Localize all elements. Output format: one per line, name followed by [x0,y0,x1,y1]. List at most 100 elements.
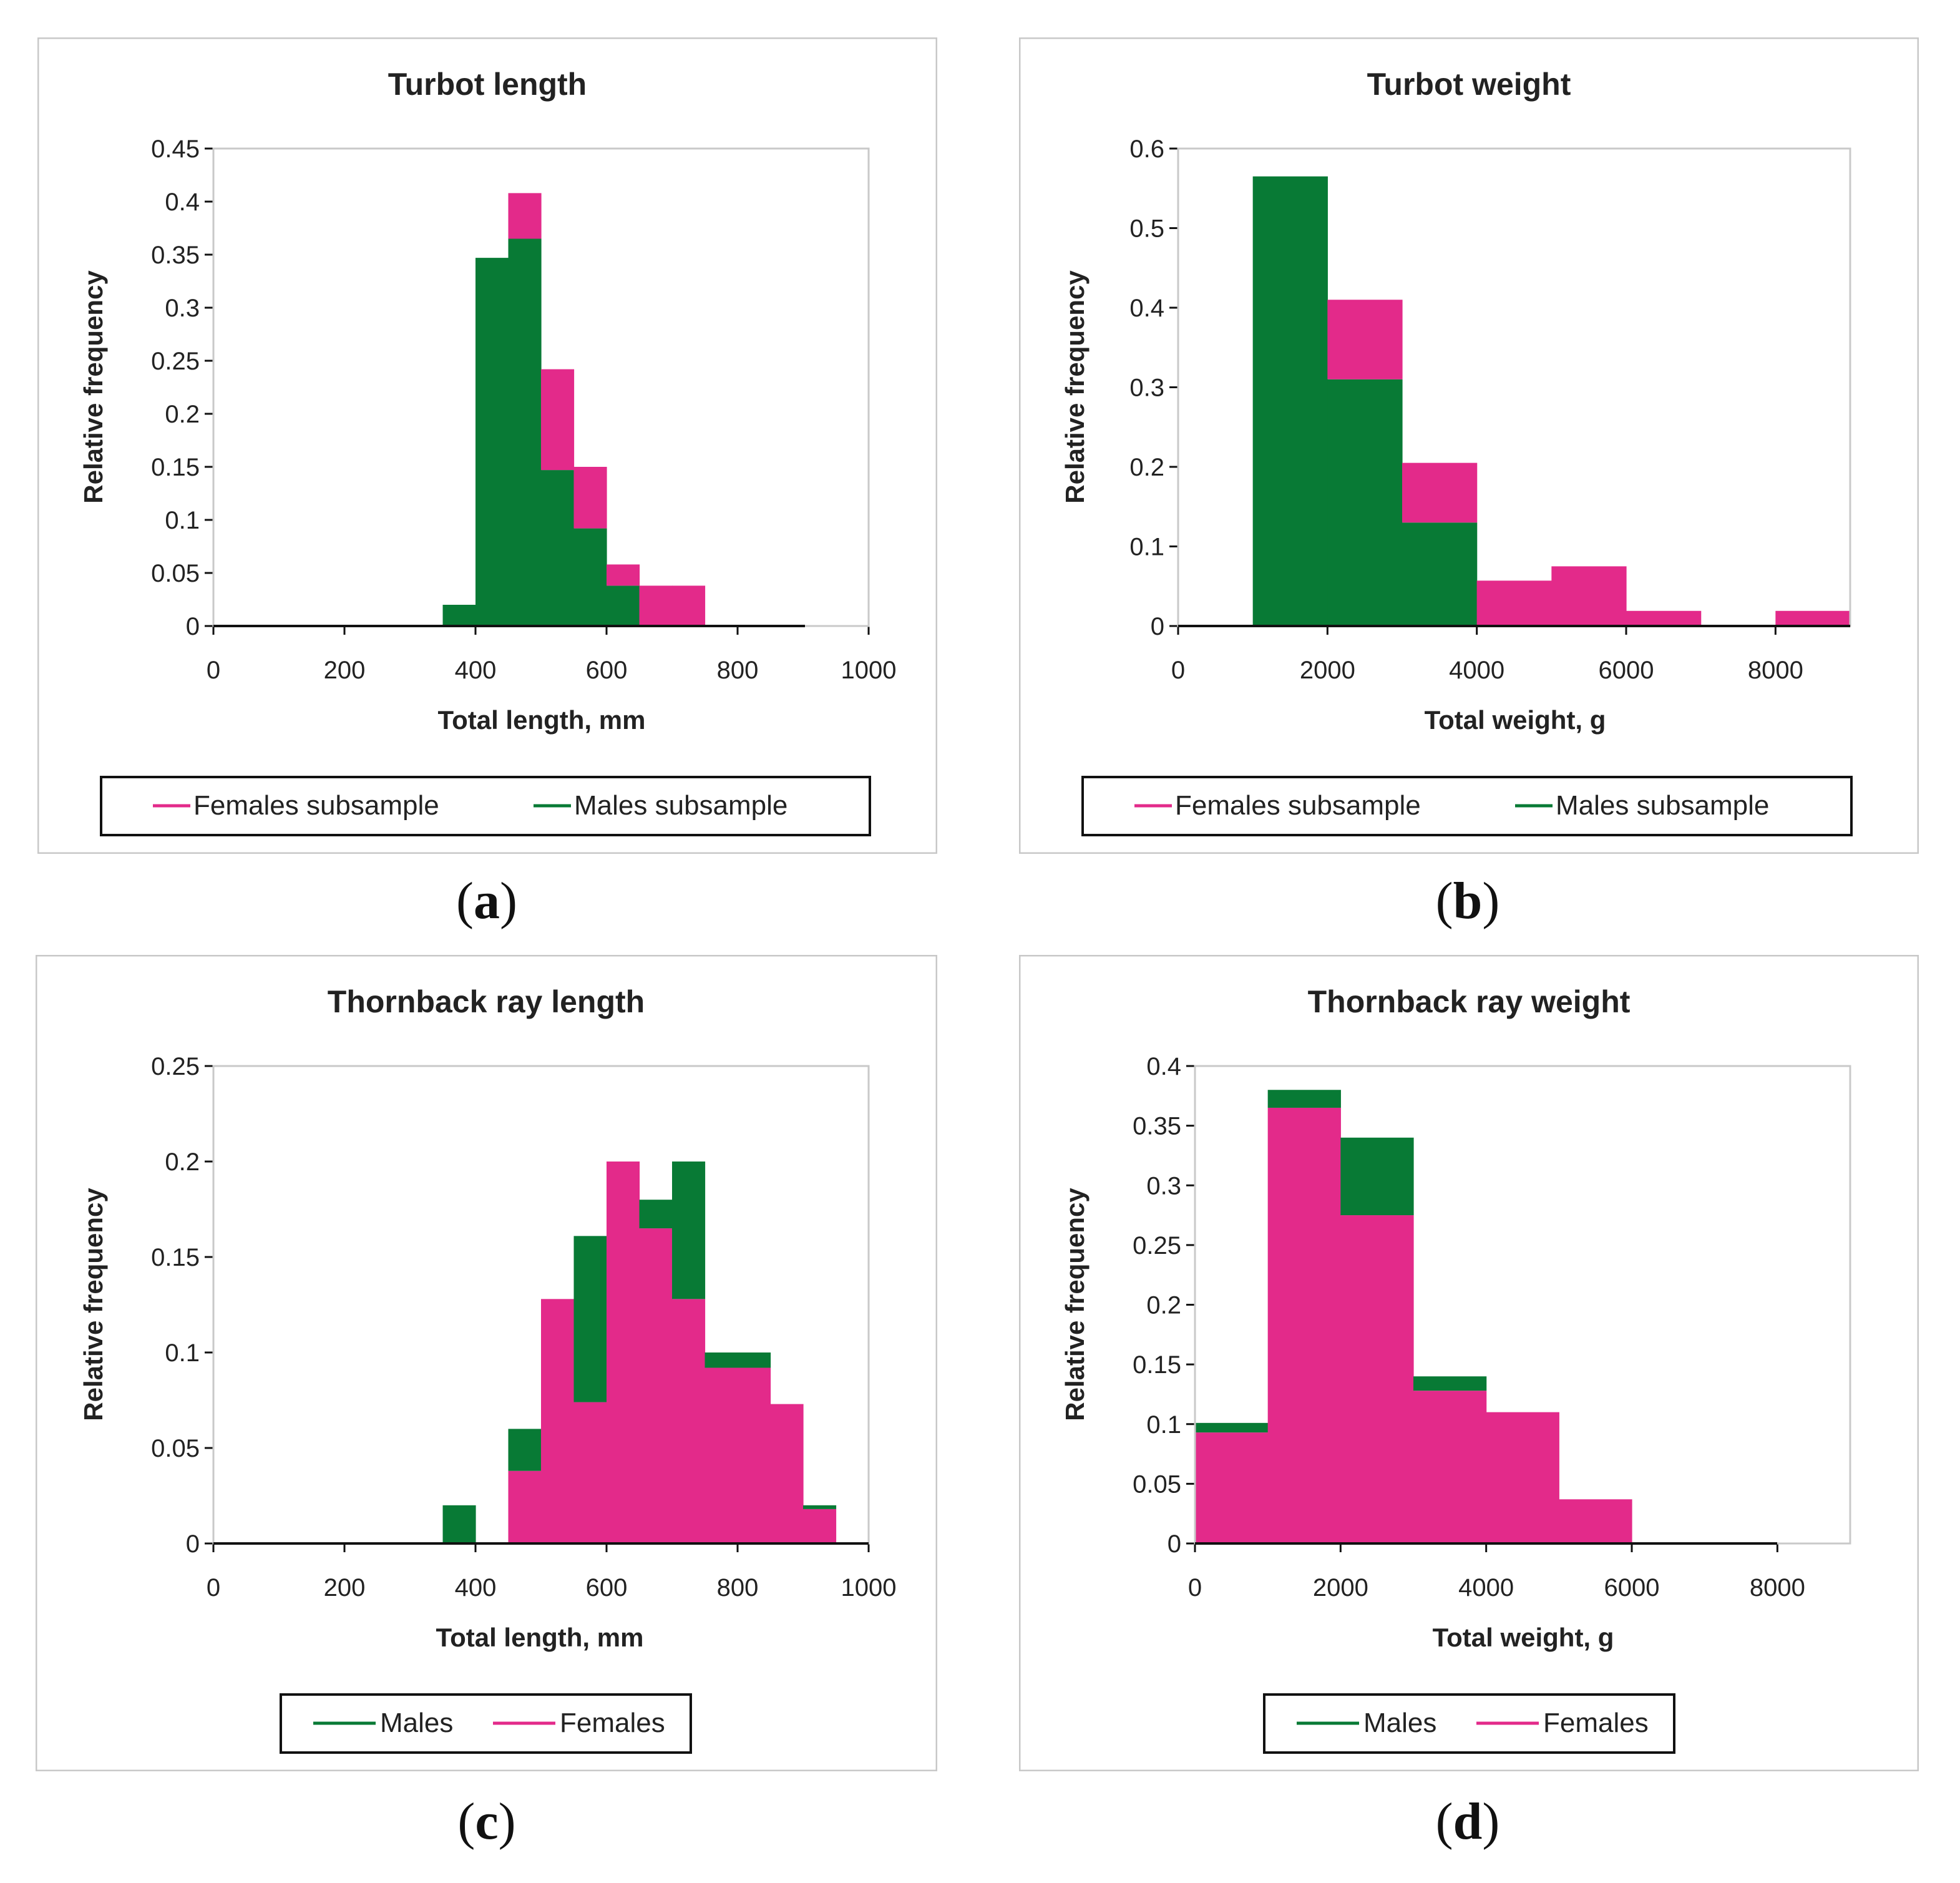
x-tick-label: 800 [717,1574,759,1602]
x-tick-label: 0 [207,657,220,684]
legend-label-female: Females subsample [1175,790,1421,821]
caption-b: (b) [1435,872,1500,930]
bar-male [1327,379,1403,626]
bar-male [442,605,476,626]
bar-female [705,1367,738,1543]
bar-female [803,1509,837,1543]
x-tick-label: 6000 [1604,1574,1660,1602]
chart-thornback-length: Thornback ray length Relative frequency … [35,954,938,1772]
legend: Males Females [1263,1693,1675,1754]
legend: Females subsample Males subsample [1081,776,1853,836]
x-tick-label: 600 [586,1574,628,1602]
legend-label-female: Females [560,1708,665,1738]
chart-title: Thornback ray length [328,984,645,1019]
bar-male [1252,176,1328,626]
y-tick-label: 0.05 [1133,1470,1181,1498]
bar-male [738,1352,771,1368]
y-tick-label: 0.1 [165,507,200,534]
y-tick-label: 0.4 [1146,1053,1181,1080]
bar-female [1551,566,1627,626]
x-tick-label: 6000 [1599,657,1654,684]
y-tick-label: 0.2 [1146,1292,1181,1319]
y-tick-label: 0.05 [151,560,200,587]
bar-male [508,238,542,626]
x-axis-label: Total length, mm [436,1623,644,1652]
bar-female [738,1367,771,1543]
y-tick-label: 0.45 [151,135,200,163]
bar-female [1775,610,1851,626]
bar-male [573,1236,607,1402]
bar-male [672,1162,706,1299]
x-tick-label: 0 [1171,657,1185,684]
bar-male [1413,1376,1487,1391]
bar-male [1340,1137,1414,1216]
legend: Females subsample Males subsample [100,776,871,836]
chart-thornback-weight: Thornback ray weight Relative frequency … [1018,954,1919,1772]
caption-d: (d) [1435,1793,1500,1851]
bar-female [770,1404,804,1543]
caption-a: (a) [456,872,517,930]
bar-female [1267,1107,1341,1543]
bar-male [573,528,607,626]
chart-panel-a: Turbot length Relative frequency Total l… [37,37,938,854]
bar-female [1413,1391,1487,1543]
x-tick-label: 0 [1188,1574,1202,1602]
x-tick-label: 200 [324,657,366,684]
y-tick-label: 0.3 [1129,374,1164,402]
legend-label-female: Females [1543,1708,1649,1738]
y-tick-label: 0.4 [165,188,200,216]
x-axis-label: Total weight, g [1425,705,1606,735]
legend-label-female: Females subsample [193,790,439,821]
bar-male [639,1200,673,1229]
x-tick-label: 800 [717,657,759,684]
x-tick-label: 0 [207,1574,220,1602]
x-tick-label: 2000 [1313,1574,1368,1602]
y-tick-label: 0.2 [165,401,200,428]
bar-female [508,1470,542,1543]
chart-title: Turbot length [388,67,587,102]
bar-female [639,585,673,626]
chart-panel-d: Thornback ray weight Relative frequency … [1018,954,1919,1772]
x-tick-label: 8000 [1750,1574,1805,1602]
y-tick-label: 0.6 [1129,135,1164,163]
y-tick-label: 0.1 [1129,534,1164,561]
bar-female [672,585,706,626]
bar-female [607,1162,640,1543]
x-tick-label: 400 [455,1574,497,1602]
x-tick-label: 200 [324,1574,366,1602]
y-tick-label: 0 [1151,613,1164,640]
legend-label-male: Males [1363,1708,1436,1738]
x-tick-label: 400 [455,657,497,684]
bar-female [573,1402,607,1543]
bar-female [541,1299,575,1543]
bar-female [1559,1499,1632,1543]
chart-panel-c: Thornback ray length Relative frequency … [35,954,938,1772]
bar-male [607,585,640,626]
y-tick-label: 0.1 [165,1339,200,1367]
bar-male [442,1505,476,1543]
y-tick-label: 0.2 [1129,454,1164,481]
bar-female [1327,300,1403,379]
bar-female [639,1228,673,1543]
legend-label-male: Males subsample [1556,790,1769,821]
y-tick-label: 0.05 [151,1435,200,1462]
bar-female [1476,580,1552,626]
bar-male [1195,1422,1269,1433]
x-axis-label: Total length, mm [438,705,646,735]
y-tick-label: 0.15 [151,454,200,481]
bar-female [573,467,607,529]
bar-female [1340,1215,1414,1543]
y-tick-label: 0.4 [1129,295,1164,322]
y-tick-label: 0 [186,1530,200,1558]
y-tick-label: 0.2 [165,1148,200,1176]
bar-female [1626,610,1702,626]
y-tick-label: 0.35 [151,242,200,269]
y-tick-label: 0.3 [165,295,200,322]
y-tick-label: 0.15 [151,1244,200,1271]
chart-title: Thornback ray weight [1308,984,1631,1019]
bar-male [1267,1090,1341,1108]
bar-female [1402,462,1478,523]
x-tick-label: 1000 [841,657,897,684]
bar-male [1402,522,1478,626]
chart-panel-b: Turbot weight Relative frequency Total w… [1018,37,1919,854]
